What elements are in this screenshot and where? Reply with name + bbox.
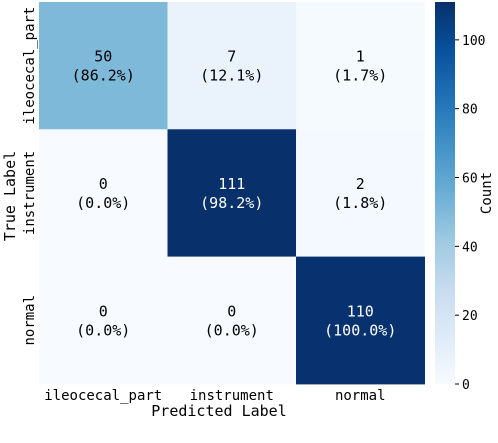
heatmap-cell [167,2,297,130]
heatmap-cell [296,256,425,385]
heatmap-cell [167,256,297,385]
heatmap-cell [39,2,168,130]
cell-count-label: 7 [227,48,236,66]
cell-labels: 50(86.2%)7(12.1%)1(1.7%)0(0.0%)111(98.2%… [72,48,397,340]
x-tick-labels: ileocecal_part instrument normal [44,388,385,404]
x-tick-label: ileocecal_part [44,388,162,404]
y-axis-label: True Label [1,151,19,241]
x-axis-label: Predicted Label [151,402,286,420]
y-tick-label: ileocecal_part [22,7,38,125]
cell-percent-label: (98.2%) [200,194,263,212]
y-tick-label: instrument [22,151,38,235]
colorbar [435,2,455,384]
cell-count-label: 1 [356,48,365,66]
colorbar-label: Count [479,172,495,214]
y-tick-labels: ileocecal_part instrument normal [22,7,38,346]
colorbar-tick-label: 40 [462,240,478,255]
heatmap-cell [296,2,425,130]
cell-percent-label: (86.2%) [72,67,135,85]
x-tick-label: instrument [190,388,274,404]
colorbar-tick-label: 100 [462,34,485,49]
cell-count-label: 50 [94,48,112,66]
y-tick-label: normal [22,295,38,346]
cell-percent-label: (1.8%) [333,194,387,212]
heatmap-cells [39,2,425,385]
cell-count-label: 0 [99,302,108,320]
heatmap-cell [167,129,297,258]
cell-count-label: 111 [218,175,245,193]
heatmap-cell [39,129,168,258]
colorbar-tick-label: 60 [462,172,478,187]
colorbar-tick-label: 20 [462,309,478,324]
cell-percent-label: (12.1%) [200,67,263,85]
cell-count-label: 0 [99,175,108,193]
heatmap-cell [39,256,168,385]
cell-count-label: 2 [356,175,365,193]
cell-count-label: 110 [347,302,374,320]
colorbar-tick-label: 0 [462,378,470,393]
colorbar-tick-labels: 0 20 40 60 80 100 [455,34,485,393]
x-tick-label: normal [335,388,386,404]
heatmap-cell [296,129,425,258]
cell-percent-label: (0.0%) [76,194,130,212]
colorbar-tick-label: 80 [462,103,478,118]
cell-count-label: 0 [227,302,236,320]
cell-percent-label: (0.0%) [205,321,259,339]
cell-percent-label: (1.7%) [333,67,387,85]
cell-percent-label: (100.0%) [324,321,396,339]
cell-percent-label: (0.0%) [76,321,130,339]
